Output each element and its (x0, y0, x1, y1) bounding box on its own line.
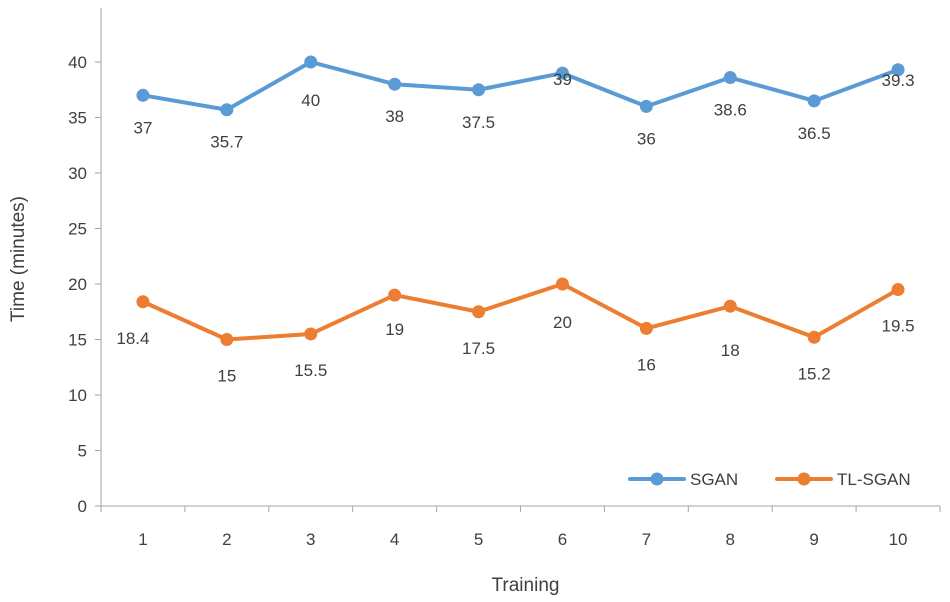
data-label: 19.5 (882, 317, 915, 336)
data-label: 40 (301, 91, 320, 110)
data-label: 20 (553, 313, 572, 332)
x-tick-label: 2 (222, 530, 231, 549)
data-label: 38.6 (714, 101, 747, 120)
legend-swatch-marker (650, 472, 664, 486)
y-tick-label: 10 (68, 386, 87, 405)
y-tick-label: 40 (68, 53, 87, 72)
legend: SGAN TL-SGAN (628, 470, 911, 489)
data-point (472, 83, 486, 97)
data-label: 36.5 (798, 124, 831, 143)
data-point (891, 63, 905, 77)
x-tick-label: 4 (390, 530, 399, 549)
x-tick-label: 8 (726, 530, 735, 549)
data-point (639, 321, 653, 335)
data-point (723, 71, 737, 85)
y-tick-label: 30 (68, 164, 87, 183)
data-labels: 37 35.7 40 38 37.5 39 36 38.6 36.5 39.3 18.4 15 15.5… (116, 70, 914, 385)
x-tick-label: 6 (558, 530, 567, 549)
x-tick-label: 10 (889, 530, 908, 549)
series-line (140, 60, 901, 112)
data-point (891, 283, 905, 297)
series-layer (136, 55, 905, 346)
data-point (639, 99, 653, 113)
data-point (136, 88, 150, 102)
data-point (723, 299, 737, 313)
data-label: 19 (385, 320, 404, 339)
data-label: 35.7 (210, 133, 243, 152)
data-point (136, 295, 150, 309)
y-tick-label: 35 (68, 109, 87, 128)
data-point (555, 277, 569, 291)
x-tick-label: 1 (138, 530, 147, 549)
y-axis-ticks: 0 5 10 15 20 25 30 35 40 (68, 53, 101, 516)
legend-label: SGAN (690, 470, 738, 489)
x-tick-label: 7 (642, 530, 651, 549)
legend-swatch-marker (797, 472, 811, 486)
x-tick-label: 3 (306, 530, 315, 549)
x-axis-title: Training (492, 575, 560, 596)
data-point (807, 94, 821, 108)
data-label: 38 (385, 107, 404, 126)
data-label: 18.4 (116, 329, 149, 348)
data-label: 16 (637, 355, 656, 374)
data-label: 39.3 (882, 71, 915, 90)
data-label: 37 (133, 118, 152, 137)
y-tick-label: 0 (78, 497, 87, 516)
data-point (807, 330, 821, 344)
data-label: 15.2 (798, 364, 831, 383)
y-tick-label: 20 (68, 275, 87, 294)
series-line (140, 282, 901, 342)
legend-label: TL-SGAN (837, 470, 911, 489)
data-label: 18 (721, 341, 740, 360)
data-label: 15 (217, 367, 236, 386)
data-point (220, 103, 234, 117)
series-tl-sgan (136, 277, 905, 346)
y-tick-label: 15 (68, 331, 87, 350)
data-point (472, 305, 486, 319)
data-label: 15.5 (294, 361, 327, 380)
x-axis-ticks: 1 2 3 4 5 6 7 8 9 10 (100, 506, 941, 549)
data-label: 37.5 (462, 113, 495, 132)
x-tick-label: 9 (809, 530, 818, 549)
series-sgan (136, 55, 905, 117)
data-label: 39 (553, 70, 572, 89)
data-point (304, 55, 318, 69)
data-label: 36 (637, 129, 656, 148)
data-point (220, 333, 234, 346)
y-tick-label: 5 (78, 442, 87, 461)
data-point (388, 288, 402, 302)
data-point (388, 77, 402, 91)
y-tick-label: 25 (68, 220, 87, 239)
data-label: 17.5 (462, 339, 495, 358)
y-axis-title: Time (minutes) (8, 196, 29, 322)
data-point (304, 327, 318, 341)
x-tick-label: 5 (474, 530, 483, 549)
data-point (555, 66, 569, 80)
